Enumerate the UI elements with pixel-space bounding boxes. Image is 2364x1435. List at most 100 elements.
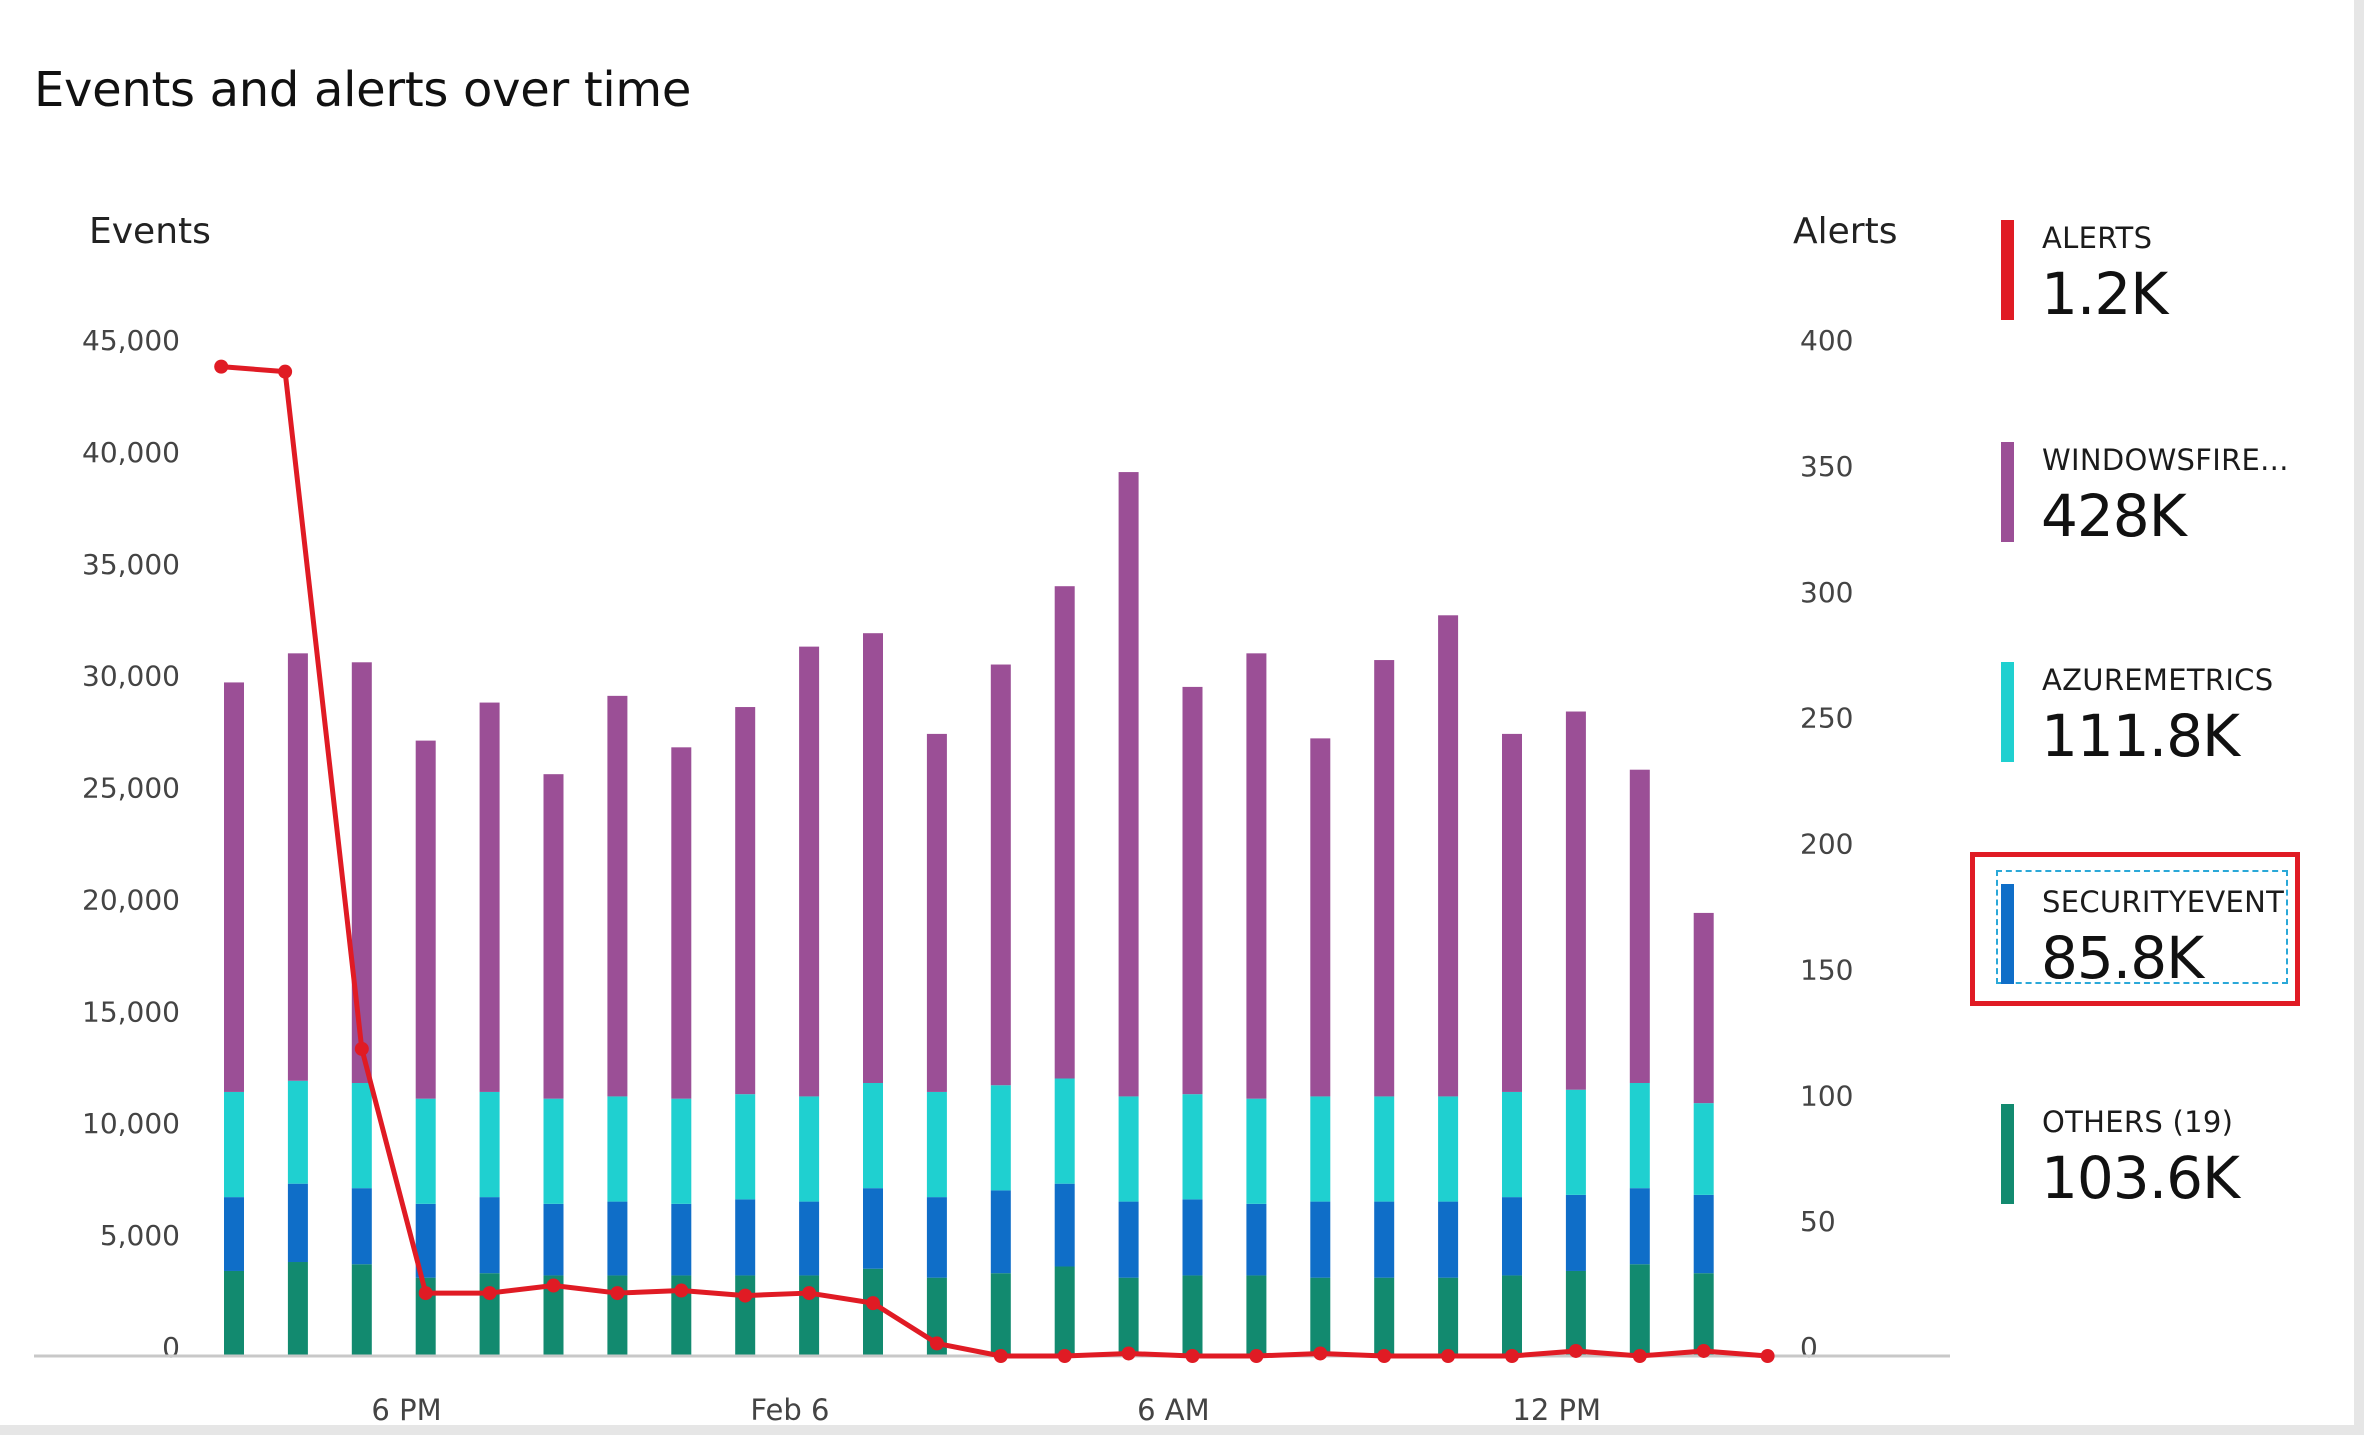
bar-segment-azuremetrics[interactable]	[1182, 1094, 1203, 1200]
bar-segment-windowsfirewall[interactable]	[351, 662, 372, 1083]
bar-segment-windowsfirewall[interactable]	[224, 682, 244, 1092]
bar-segment-azuremetrics[interactable]	[479, 1091, 500, 1198]
bar-segment-azuremetrics[interactable]	[990, 1085, 1011, 1191]
bar-segment-securityevent[interactable]	[607, 1201, 628, 1276]
bar-segment-windowsfirewall[interactable]	[1693, 912, 1714, 1104]
bar-segment-azuremetrics[interactable]	[1374, 1096, 1395, 1202]
bar-segment-securityevent[interactable]	[799, 1201, 820, 1276]
bar-segment-azuremetrics[interactable]	[1118, 1096, 1139, 1202]
bar-segment-windowsfirewall[interactable]	[1246, 653, 1267, 1099]
bar-segment-securityevent[interactable]	[543, 1203, 564, 1276]
alerts-point[interactable]	[482, 1286, 497, 1301]
bar-segment-windowsfirewall[interactable]	[926, 733, 947, 1092]
bar-segment-azuremetrics[interactable]	[543, 1098, 564, 1204]
alerts-point[interactable]	[674, 1283, 689, 1298]
alerts-point[interactable]	[1632, 1349, 1647, 1363]
bar-segment-others[interactable]	[1246, 1275, 1267, 1356]
bar-segment-windowsfirewall[interactable]	[543, 774, 564, 1099]
bar-segment-azuremetrics[interactable]	[799, 1096, 820, 1202]
bar-segment-windowsfirewall[interactable]	[287, 653, 308, 1081]
alerts-point[interactable]	[1121, 1346, 1136, 1361]
alerts-point[interactable]	[278, 364, 293, 379]
bar-segment-securityevent[interactable]	[1565, 1194, 1586, 1271]
bar-segment-securityevent[interactable]	[1182, 1199, 1203, 1276]
bar-segment-windowsfirewall[interactable]	[479, 702, 500, 1092]
bar-segment-others[interactable]	[1502, 1275, 1522, 1356]
bar-segment-others[interactable]	[351, 1264, 372, 1356]
alerts-point[interactable]	[1760, 1349, 1775, 1363]
bar-segment-others[interactable]	[287, 1262, 308, 1356]
bar-segment-securityevent[interactable]	[1310, 1201, 1331, 1278]
alerts-point[interactable]	[418, 1286, 433, 1301]
alerts-point[interactable]	[1696, 1343, 1711, 1358]
bar-segment-securityevent[interactable]	[1693, 1194, 1714, 1274]
bar-segment-others[interactable]	[1374, 1277, 1395, 1356]
bar-segment-azuremetrics[interactable]	[224, 1091, 244, 1198]
bar-segment-azuremetrics[interactable]	[1629, 1082, 1650, 1189]
alerts-point[interactable]	[1377, 1349, 1392, 1363]
bar-segment-azuremetrics[interactable]	[1054, 1078, 1075, 1184]
alerts-point[interactable]	[802, 1286, 817, 1301]
alerts-point[interactable]	[1185, 1349, 1200, 1363]
bar-segment-securityevent[interactable]	[1374, 1201, 1395, 1278]
bar-segment-azuremetrics[interactable]	[607, 1096, 628, 1202]
bar-segment-windowsfirewall[interactable]	[863, 633, 883, 1083]
bar-segment-windowsfirewall[interactable]	[1629, 769, 1650, 1083]
bar-segment-windowsfirewall[interactable]	[799, 646, 820, 1097]
bar-segment-others[interactable]	[863, 1268, 883, 1356]
alerts-point[interactable]	[738, 1288, 753, 1303]
legend-item-azuremetrics[interactable]: AZUREMETRICS 111.8K	[1984, 642, 2314, 770]
alerts-point[interactable]	[610, 1286, 625, 1301]
alerts-point[interactable]	[1568, 1343, 1583, 1358]
bar-segment-others[interactable]	[1054, 1266, 1075, 1356]
bar-segment-securityevent[interactable]	[415, 1203, 436, 1278]
bar-segment-azuremetrics[interactable]	[863, 1082, 883, 1189]
bar-segment-windowsfirewall[interactable]	[1565, 711, 1586, 1090]
bar-segment-others[interactable]	[1438, 1277, 1459, 1356]
bar-segment-securityevent[interactable]	[1502, 1197, 1522, 1276]
bar-segment-windowsfirewall[interactable]	[415, 740, 436, 1099]
bar-segment-windowsfirewall[interactable]	[1374, 660, 1395, 1097]
bar-segment-azuremetrics[interactable]	[351, 1082, 372, 1189]
bar-segment-azuremetrics[interactable]	[926, 1091, 947, 1198]
bar-segment-windowsfirewall[interactable]	[735, 707, 756, 1095]
bar-segment-others[interactable]	[1310, 1277, 1331, 1356]
bar-segment-securityevent[interactable]	[1246, 1203, 1267, 1276]
bar-segment-securityevent[interactable]	[1054, 1183, 1075, 1267]
bar-segment-windowsfirewall[interactable]	[1118, 472, 1139, 1097]
alerts-point[interactable]	[1441, 1349, 1456, 1363]
bar-segment-others[interactable]	[1629, 1264, 1650, 1356]
bar-segment-azuremetrics[interactable]	[1502, 1091, 1522, 1198]
legend-item-alerts[interactable]: ALERTS 1.2K	[1984, 200, 2314, 328]
bar-segment-securityevent[interactable]	[1118, 1201, 1139, 1278]
bar-segment-azuremetrics[interactable]	[1246, 1098, 1267, 1204]
alerts-point[interactable]	[214, 359, 229, 374]
bar-segment-securityevent[interactable]	[1629, 1188, 1650, 1265]
bar-segment-securityevent[interactable]	[351, 1188, 372, 1265]
bar-segment-securityevent[interactable]	[224, 1197, 244, 1271]
bar-segment-others[interactable]	[224, 1270, 244, 1356]
bar-segment-windowsfirewall[interactable]	[671, 747, 692, 1099]
bar-segment-others[interactable]	[479, 1273, 500, 1356]
bar-segment-azuremetrics[interactable]	[287, 1080, 308, 1184]
bar-segment-azuremetrics[interactable]	[735, 1094, 756, 1200]
alerts-point[interactable]	[1313, 1346, 1328, 1361]
bar-segment-securityevent[interactable]	[863, 1188, 883, 1269]
bar-segment-windowsfirewall[interactable]	[1310, 738, 1331, 1097]
alerts-point[interactable]	[1505, 1349, 1519, 1363]
bar-segment-securityevent[interactable]	[990, 1190, 1011, 1274]
bar-segment-others[interactable]	[926, 1277, 947, 1356]
bar-segment-others[interactable]	[735, 1275, 756, 1356]
alerts-point[interactable]	[1249, 1349, 1264, 1363]
alerts-point[interactable]	[546, 1278, 561, 1293]
bar-segment-others[interactable]	[543, 1275, 564, 1356]
bar-segment-others[interactable]	[1118, 1277, 1139, 1356]
bar-segment-securityevent[interactable]	[1438, 1201, 1459, 1278]
bar-segment-securityevent[interactable]	[479, 1197, 500, 1274]
bar-segment-azuremetrics[interactable]	[671, 1098, 692, 1204]
legend-item-windowsfirewall[interactable]: WINDOWSFIRE... 428K	[1984, 422, 2314, 550]
bar-segment-securityevent[interactable]	[735, 1199, 756, 1276]
bar-segment-windowsfirewall[interactable]	[1438, 615, 1459, 1097]
alerts-point[interactable]	[866, 1296, 880, 1311]
bar-segment-azuremetrics[interactable]	[1693, 1103, 1714, 1195]
